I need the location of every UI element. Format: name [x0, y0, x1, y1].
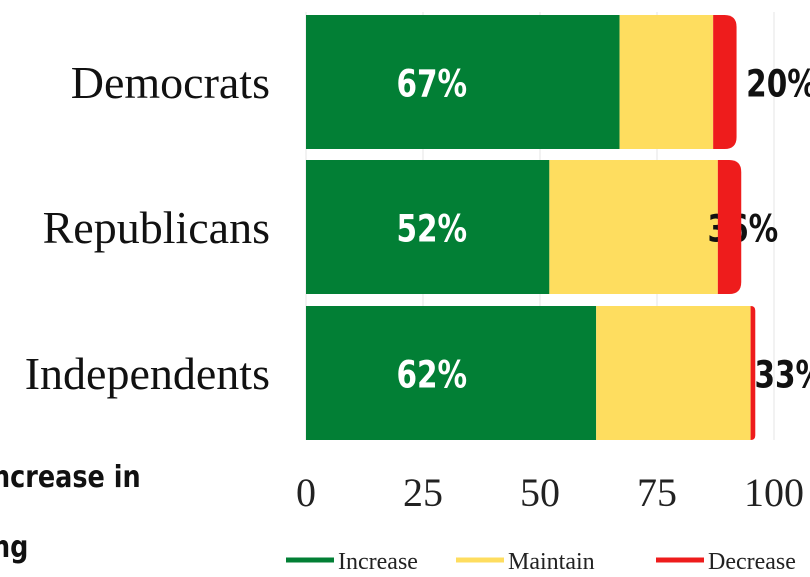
data-label-increase-independents: 62%: [396, 353, 467, 396]
category-labels: Democrats Republicans Independents: [25, 57, 270, 399]
bar-decrease-republicans: [717, 160, 742, 294]
bar-increase-republicans: [306, 160, 550, 294]
bar-increase-democrats: [306, 15, 620, 149]
cropped-caption-line-2: ng: [0, 530, 29, 565]
bar-maintain-independents: [596, 306, 751, 440]
category-label-republicans: Republicans: [43, 202, 270, 253]
legend-label-increase: Increase: [338, 549, 418, 575]
category-label-democrats: Democrats: [71, 57, 270, 108]
tick-label-50: 50: [520, 470, 560, 515]
cropped-caption-line-1: ncrease in: [0, 460, 141, 495]
legend-label-maintain: Maintain: [508, 549, 595, 575]
legend-label-decrease: Decrease: [708, 549, 796, 575]
category-label-independents: Independents: [25, 348, 270, 399]
legend: Increase Maintain Decrease: [286, 549, 796, 575]
tick-label-25: 25: [403, 470, 443, 515]
bar-group: 67%20%5%52%36%5%62%33%1%: [306, 15, 810, 440]
bar-decrease-independents: [750, 306, 756, 440]
bar-maintain-democrats: [619, 15, 714, 149]
tick-label-0: 0: [296, 470, 316, 515]
data-label-increase-democrats: 67%: [396, 62, 467, 105]
data-label-maintain-democrats: 20%: [746, 62, 810, 105]
data-label-maintain-independents: 33%: [754, 353, 810, 396]
bar-maintain-republicans: [549, 160, 718, 294]
tick-label-75: 75: [637, 470, 677, 515]
data-label-increase-republicans: 52%: [396, 207, 467, 250]
bar-increase-independents: [306, 306, 597, 440]
tick-label-100: 100: [744, 470, 804, 515]
x-axis-ticks: 0 25 50 75 100: [296, 470, 804, 515]
bar-decrease-democrats: [713, 15, 737, 149]
